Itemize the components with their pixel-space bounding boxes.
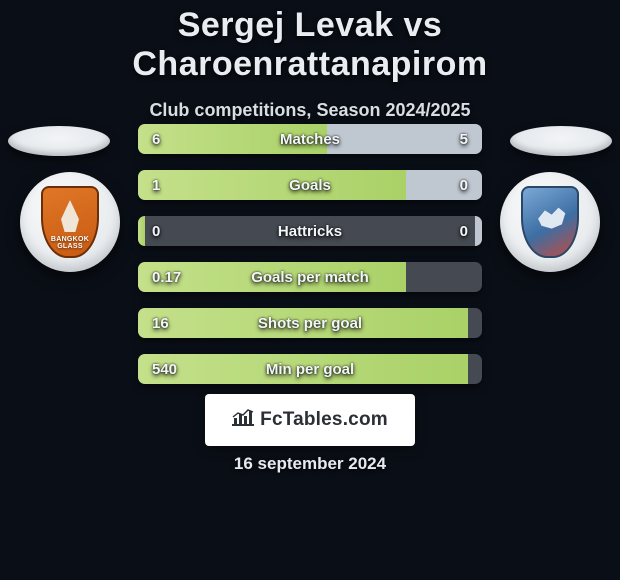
stat-label: Matches: [138, 124, 482, 154]
player-right-platform: [510, 126, 612, 156]
stat-label: Min per goal: [138, 354, 482, 384]
stat-row: 1Goals0: [138, 170, 482, 200]
stat-label: Shots per goal: [138, 308, 482, 338]
stat-value-right: 0: [460, 216, 468, 246]
stat-label: Hattricks: [138, 216, 482, 246]
stat-label: Goals per match: [138, 262, 482, 292]
player-right-crest: [500, 172, 600, 272]
source-logo-text: FcTables.com: [260, 409, 388, 431]
stat-value-right: 5: [460, 124, 468, 154]
club-badge-left: BANGKOK GLASS: [41, 186, 99, 258]
source-logo: FcTables.com: [207, 396, 413, 444]
page-title: Sergej Levak vs Charoenrattanapirom: [0, 0, 620, 84]
club-badge-left-label: BANGKOK GLASS: [43, 236, 97, 250]
stat-row: 6Matches5: [138, 124, 482, 154]
footer-date: 16 september 2024: [0, 454, 620, 474]
stat-row: 0Hattricks0: [138, 216, 482, 246]
page-subtitle: Club competitions, Season 2024/2025: [0, 100, 620, 121]
chart-icon: [232, 408, 254, 432]
stat-label: Goals: [138, 170, 482, 200]
stat-row: 16Shots per goal: [138, 308, 482, 338]
comparison-card: Sergej Levak vs Charoenrattanapirom Club…: [0, 0, 620, 580]
club-badge-right: [521, 186, 579, 258]
stat-row: 540Min per goal: [138, 354, 482, 384]
stat-row: 0.17Goals per match: [138, 262, 482, 292]
player-left-crest: BANGKOK GLASS: [20, 172, 120, 272]
stat-value-right: 0: [460, 170, 468, 200]
stats-bars: 6Matches51Goals00Hattricks00.17Goals per…: [138, 124, 482, 384]
player-left-platform: [8, 126, 110, 156]
